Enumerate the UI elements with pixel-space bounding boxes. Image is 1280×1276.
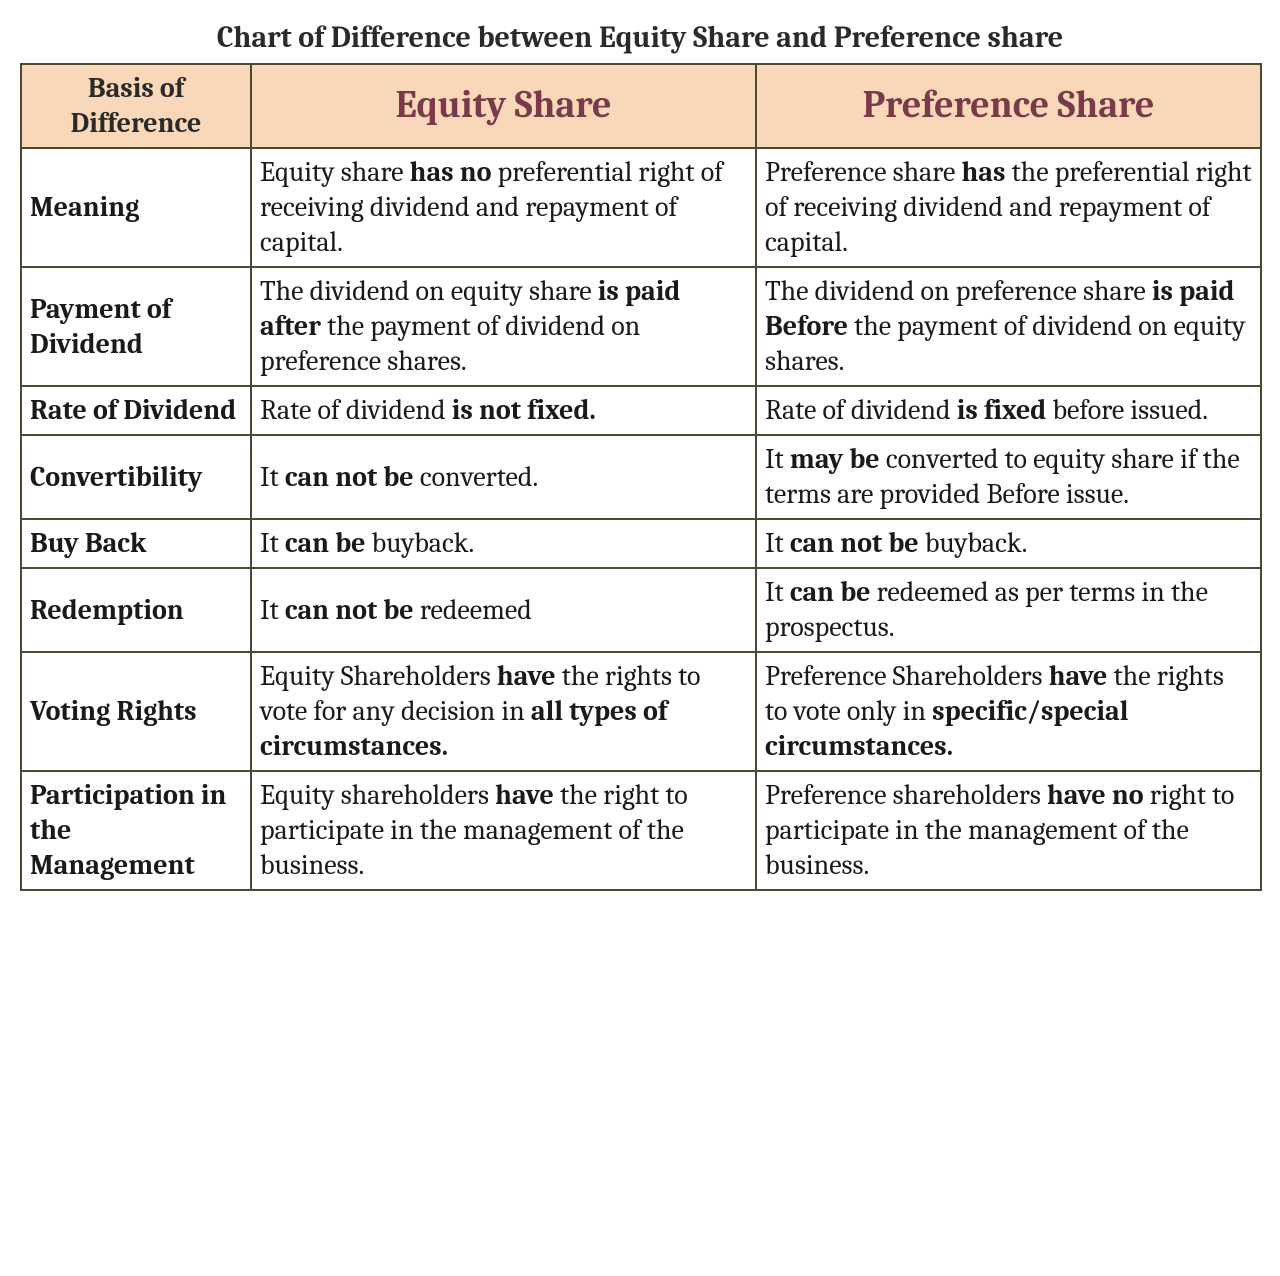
table-row: Buy BackIt can be buyback.It can not be … xyxy=(21,519,1261,568)
comparison-table: Basis of Difference Equity Share Prefere… xyxy=(20,63,1262,891)
table-row: RedemptionIt can not be redeemedIt can b… xyxy=(21,568,1261,652)
basis-cell: Voting Rights xyxy=(21,652,251,771)
equity-cell: The dividend on equity share is paid aft… xyxy=(251,267,756,386)
header-equity: Equity Share xyxy=(251,64,756,148)
equity-cell: It can be buyback. xyxy=(251,519,756,568)
preference-cell: Preference shareholders have no right to… xyxy=(756,771,1261,890)
equity-cell: Equity Shareholders have the rights to v… xyxy=(251,652,756,771)
table-row: MeaningEquity share has no preferential … xyxy=(21,148,1261,267)
equity-cell: It can not be converted. xyxy=(251,435,756,519)
table-header-row: Basis of Difference Equity Share Prefere… xyxy=(21,64,1261,148)
preference-cell: It may be converted to equity share if t… xyxy=(756,435,1261,519)
header-basis: Basis of Difference xyxy=(21,64,251,148)
preference-cell: The dividend on preference share is paid… xyxy=(756,267,1261,386)
table-body: MeaningEquity share has no preferential … xyxy=(21,148,1261,890)
equity-cell: Equity shareholders have the right to pa… xyxy=(251,771,756,890)
basis-cell: Payment of Dividend xyxy=(21,267,251,386)
table-row: Rate of DividendRate of dividend is not … xyxy=(21,386,1261,435)
preference-cell: Preference share has the preferential ri… xyxy=(756,148,1261,267)
preference-cell: Rate of dividend is fixed before issued. xyxy=(756,386,1261,435)
basis-cell: Redemption xyxy=(21,568,251,652)
chart-title: Chart of Difference between Equity Share… xyxy=(20,20,1260,55)
preference-cell: Preference Shareholders have the rights … xyxy=(756,652,1261,771)
basis-cell: Convertibility xyxy=(21,435,251,519)
equity-cell: Rate of dividend is not fixed. xyxy=(251,386,756,435)
table-row: ConvertibilityIt can not be converted.It… xyxy=(21,435,1261,519)
equity-cell: Equity share has no preferential right o… xyxy=(251,148,756,267)
table-row: Voting RightsEquity Shareholders have th… xyxy=(21,652,1261,771)
equity-cell: It can not be redeemed xyxy=(251,568,756,652)
basis-cell: Rate of Dividend xyxy=(21,386,251,435)
basis-cell: Participation in the Management xyxy=(21,771,251,890)
table-row: Payment of DividendThe dividend on equit… xyxy=(21,267,1261,386)
header-preference: Preference Share xyxy=(756,64,1261,148)
basis-cell: Buy Back xyxy=(21,519,251,568)
comparison-chart: Chart of Difference between Equity Share… xyxy=(20,20,1260,891)
table-row: Participation in the ManagementEquity sh… xyxy=(21,771,1261,890)
preference-cell: It can not be buyback. xyxy=(756,519,1261,568)
basis-cell: Meaning xyxy=(21,148,251,267)
preference-cell: It can be redeemed as per terms in the p… xyxy=(756,568,1261,652)
